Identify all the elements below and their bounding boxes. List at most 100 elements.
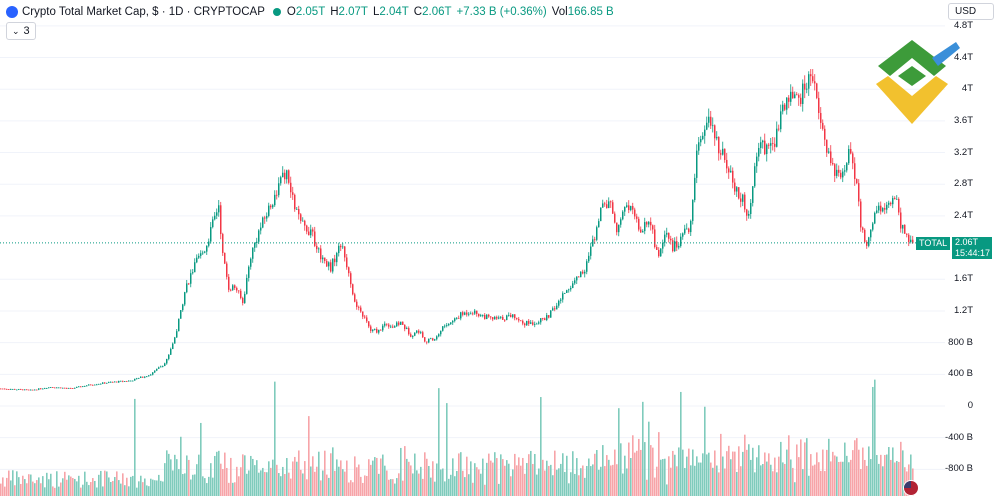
candle-body xyxy=(606,204,608,209)
volume-bar xyxy=(542,459,544,496)
candle-body xyxy=(314,231,316,246)
volume-bar xyxy=(778,456,780,496)
volume-bar xyxy=(348,482,350,496)
volume-bar xyxy=(852,450,854,496)
volume-bar xyxy=(228,482,230,496)
candle-body xyxy=(604,203,606,205)
volume-bar xyxy=(208,476,210,496)
candle-body xyxy=(32,389,34,391)
candle-body xyxy=(752,186,754,203)
candle-body xyxy=(476,310,478,314)
volume-bar xyxy=(586,465,588,496)
candle-body xyxy=(462,312,464,315)
indicators-toggle-button[interactable]: ⌄ 3 xyxy=(6,22,36,40)
volume-bar xyxy=(406,458,408,496)
candle-body xyxy=(886,204,888,210)
volume-bar xyxy=(714,450,716,496)
volume-bar xyxy=(54,487,56,496)
candle-body xyxy=(544,318,546,321)
volume-bar xyxy=(642,401,644,496)
candle-body xyxy=(444,325,446,327)
candle-body xyxy=(660,248,662,257)
volume-bar xyxy=(896,460,898,496)
candle-body xyxy=(80,386,82,388)
candle-body xyxy=(664,234,666,243)
candle-body xyxy=(818,97,820,113)
volume-bar xyxy=(902,450,904,496)
candle-body xyxy=(44,388,46,390)
volume-bar xyxy=(296,461,298,496)
volume-bar xyxy=(796,444,798,496)
candle-body xyxy=(98,383,100,385)
volume-bar xyxy=(62,478,64,496)
volume-bar xyxy=(698,462,700,496)
volume-bar xyxy=(456,471,458,496)
volume-bar xyxy=(672,450,674,496)
candle-body xyxy=(458,317,460,319)
candle-body xyxy=(358,306,360,308)
volume-bar xyxy=(876,455,878,496)
candle-body xyxy=(726,159,728,169)
volume-bar xyxy=(718,472,720,496)
candle-body xyxy=(434,339,436,341)
candle-body xyxy=(152,372,154,375)
candle-body xyxy=(148,375,150,377)
candle-body xyxy=(350,273,352,285)
volume-bar xyxy=(452,458,454,496)
symbol-title[interactable]: Crypto Total Market Cap, $ · 1D · CRYPTO… xyxy=(22,6,265,18)
candle-body xyxy=(210,227,212,242)
candle-body xyxy=(300,214,302,221)
candle-body xyxy=(46,388,48,389)
volume-bar xyxy=(664,458,666,496)
volume-bar xyxy=(860,469,862,496)
candle-body xyxy=(596,227,598,240)
open-value: 2.05T xyxy=(295,6,326,18)
candle-body xyxy=(816,83,818,98)
volume-bar xyxy=(506,460,508,496)
candle-body xyxy=(522,320,524,324)
candle-body xyxy=(912,239,914,243)
volume-bar xyxy=(572,451,574,496)
volume-bar xyxy=(180,436,182,496)
volume-bar xyxy=(426,458,428,496)
candle-body xyxy=(150,374,152,376)
candle-body xyxy=(228,276,230,290)
volume-bar xyxy=(788,435,790,496)
y-tick-label: 0 xyxy=(967,400,973,411)
candle-body xyxy=(68,388,70,389)
candle-body xyxy=(844,170,846,172)
candle-body xyxy=(178,318,180,332)
candle-body xyxy=(652,225,654,230)
candle-body xyxy=(346,257,348,268)
volume-bar xyxy=(238,476,240,496)
volume-bar xyxy=(22,475,24,496)
candle-body xyxy=(236,287,238,291)
volume-bar xyxy=(140,475,142,496)
volume-bar xyxy=(692,449,694,496)
volume-bar xyxy=(166,450,168,496)
candle-body xyxy=(628,205,630,211)
candle-body xyxy=(448,323,450,326)
volume-bar xyxy=(802,469,804,496)
candle-body xyxy=(850,148,852,154)
candle-body xyxy=(742,194,744,202)
candle-body xyxy=(654,229,656,247)
open-label: O xyxy=(286,6,296,18)
candle-body xyxy=(842,171,844,178)
volume-bar xyxy=(496,458,498,496)
volume-bar xyxy=(304,461,306,496)
volume-bar xyxy=(460,452,462,496)
currency-button[interactable]: USD xyxy=(948,3,994,20)
volume-bar xyxy=(118,480,120,496)
volume-bar xyxy=(92,478,94,496)
candle-body xyxy=(646,222,648,225)
candle-body xyxy=(8,389,10,390)
volume-bar xyxy=(836,456,838,496)
candle-body xyxy=(110,381,112,383)
y-tick-label: 2.4T xyxy=(953,209,973,221)
candle-body xyxy=(202,252,204,254)
candle-body xyxy=(34,389,36,391)
volume-bar xyxy=(356,467,358,496)
candle-body xyxy=(92,384,94,386)
